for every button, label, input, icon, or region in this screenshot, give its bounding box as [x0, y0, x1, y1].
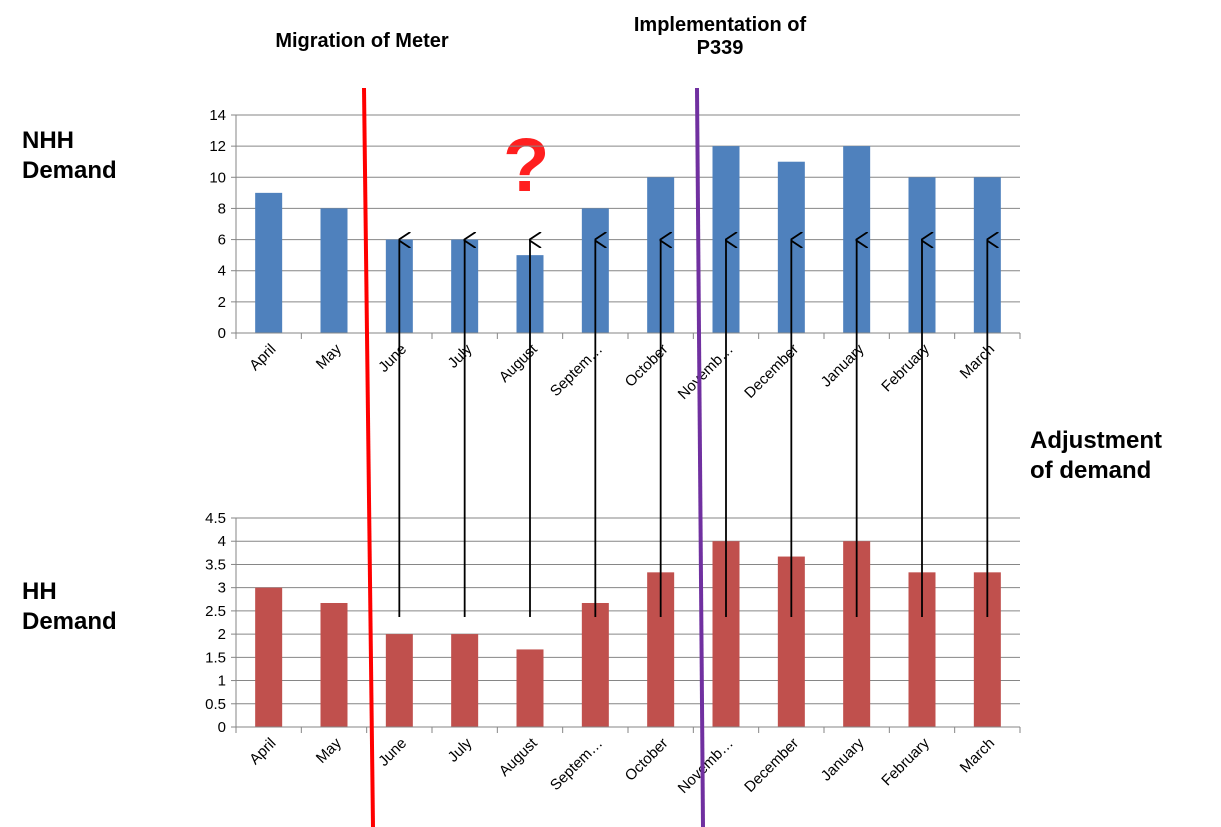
- hh-ytick-label: 2.5: [205, 603, 226, 620]
- hh-ytick-label: 4: [218, 533, 226, 550]
- nhh-ytick-label: 2: [218, 294, 226, 311]
- hh-bar-june: [385, 634, 413, 727]
- hh-xtick-label: December: [741, 735, 802, 796]
- hh-ytick-label: 3: [218, 580, 226, 597]
- adjustment-label-line2: of demand: [1030, 457, 1152, 484]
- hh-ytick-label: 2: [218, 626, 226, 643]
- nhh-xtick-label: April: [246, 341, 279, 374]
- overlay-lines: [362, 87, 987, 827]
- hh-xtick-label: May: [313, 734, 345, 766]
- hh-bar-september: [581, 602, 609, 727]
- nhh-xtick-label: February: [878, 340, 933, 395]
- adjustment-label-line1: Adjustment: [1030, 427, 1162, 454]
- nhh-xtick-label: May: [313, 340, 345, 372]
- hh-xtick-label: October: [622, 735, 672, 785]
- nhh-demand-chart: 0 2 4 6 8 10 12 14 April May June July August Septem……: [209, 107, 1021, 403]
- question-mark: ?: [503, 123, 550, 208]
- hh-bar-july: [451, 634, 479, 727]
- nhh-bar-may: [320, 208, 348, 333]
- migration-line: [362, 87, 375, 827]
- hh-bar-may: [320, 602, 348, 727]
- hh-demand-label: HH Demand: [22, 577, 117, 637]
- implementation-annotation: Implementation of P339: [580, 14, 860, 60]
- implementation-label-line2: P339: [696, 37, 744, 59]
- hh-bar-april: [255, 587, 283, 727]
- nhh-ytick-label: 14: [209, 107, 226, 124]
- adjustment-label: Adjustment of demand: [1030, 426, 1162, 486]
- nhh-demand-label: NHH Demand: [22, 126, 117, 186]
- nhh-bar-april: [255, 192, 283, 333]
- nhh-xtick-label: January: [818, 340, 868, 390]
- hh-xtick-label: July: [445, 734, 476, 765]
- nhh-xtick-label: March: [957, 341, 998, 382]
- hh-xtick-label: Septem…: [547, 735, 606, 794]
- nhh-ytick-label: 0: [218, 325, 226, 342]
- implementation-label-line1: Implementation of: [633, 14, 807, 36]
- hh-ytick-label: 1: [218, 673, 226, 690]
- hh-xtick-label: January: [818, 734, 868, 784]
- nhh-xtick-label: Septem…: [547, 341, 606, 400]
- nhh-xtick-label: July: [445, 340, 476, 371]
- hh-xtick-label: March: [957, 735, 998, 776]
- nhh-xtick-label: June: [375, 341, 410, 376]
- migration-label: Migration of Meter: [275, 30, 449, 52]
- nhh-xtick-label: December: [741, 341, 802, 402]
- nhh-xtick-label: Novemb…: [675, 341, 737, 403]
- hh-demand-chart: 0 0.5 1 1.5 2 2.5 3 3.5 4 4.5 April May June July Augu…: [205, 510, 1021, 797]
- nhh-ytick-label: 4: [218, 263, 226, 280]
- hh-ytick-label: 0.5: [205, 696, 226, 713]
- hh-ytick-label: 1.5: [205, 649, 226, 666]
- implementation-line: [695, 87, 705, 827]
- hh-label-line1: HH: [22, 578, 57, 605]
- nhh-label-line1: NHH: [22, 127, 74, 154]
- nhh-ytick-label: 8: [218, 200, 226, 217]
- hh-ytick-label: 3.5: [205, 556, 226, 573]
- hh-ytick-label: 0: [218, 719, 226, 736]
- hh-xtick-label: February: [878, 734, 933, 789]
- migration-annotation: Migration of Meter: [222, 30, 502, 53]
- nhh-xtick-label: August: [496, 340, 542, 386]
- nhh-xtick-label: October: [622, 341, 672, 391]
- hh-xtick-label: August: [496, 734, 542, 780]
- nhh-ytick-label: 6: [218, 232, 226, 249]
- hh-xtick-label: April: [246, 735, 279, 768]
- nhh-ytick-label: 10: [209, 169, 226, 186]
- hh-xtick-label: Novemb…: [675, 735, 737, 797]
- hh-xtick-label: June: [375, 735, 410, 770]
- nhh-label-line2: Demand: [22, 157, 117, 184]
- hh-bar-august: [516, 649, 544, 727]
- hh-ytick-label: 4.5: [205, 510, 226, 527]
- hh-label-line2: Demand: [22, 608, 117, 635]
- nhh-ytick-label: 12: [209, 138, 226, 155]
